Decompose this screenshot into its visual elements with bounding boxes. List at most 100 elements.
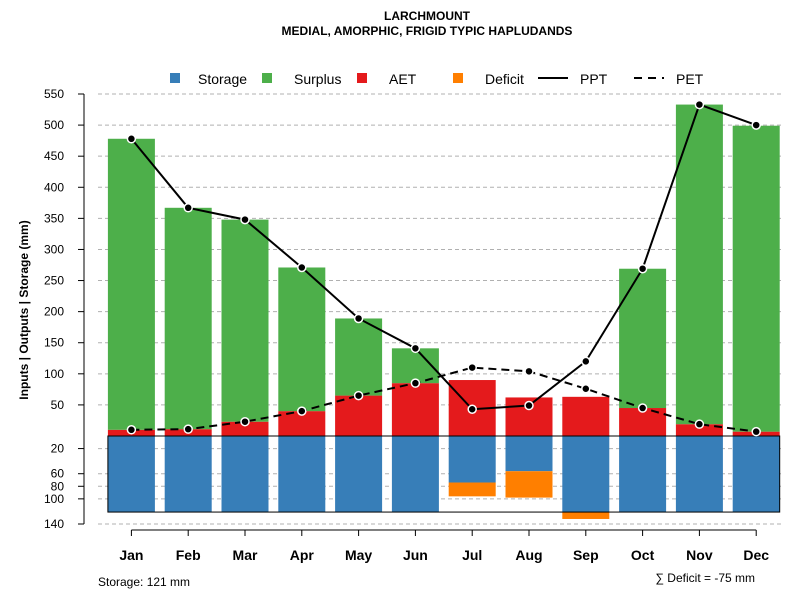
- y-tick-label: 150: [44, 336, 64, 350]
- surplus-bar: [221, 219, 269, 422]
- x-tick-label: Nov: [686, 547, 713, 563]
- pet-point: [240, 416, 250, 427]
- ppt-point: [183, 203, 193, 213]
- y-tick-label: 50: [51, 398, 65, 412]
- legend-swatch: [262, 73, 272, 83]
- surplus-bar: [732, 125, 780, 432]
- storage-bar: [107, 436, 155, 513]
- y-tick-label: 100: [44, 367, 64, 381]
- y-tick-label: 450: [44, 149, 64, 163]
- ppt-point: [467, 404, 477, 415]
- ppt-point: [637, 263, 648, 274]
- aet-bar: [221, 421, 269, 436]
- pet-line: [131, 366, 757, 433]
- y-tick-label: 500: [44, 118, 64, 132]
- axes: 5010015020025030035040045050055020608010…: [44, 87, 769, 563]
- storage-bar: [448, 436, 496, 483]
- y-axis-label: Inputs | Outputs | Storage (mm): [17, 220, 31, 399]
- legend-label: AET: [389, 71, 417, 87]
- legend-swatch: [357, 73, 367, 83]
- y-tick-label: 250: [44, 274, 64, 288]
- x-tick-label: Sep: [573, 547, 599, 563]
- pet-point: [410, 378, 421, 388]
- surplus-bar: [675, 104, 723, 425]
- pet-point: [581, 383, 591, 394]
- legend-label: Storage: [198, 71, 247, 87]
- aet-bar: [562, 396, 610, 436]
- x-tick-label: Apr: [290, 547, 315, 563]
- ppt-point: [524, 400, 534, 411]
- storage-bar: [278, 436, 326, 513]
- x-tick-label: May: [345, 547, 372, 563]
- y-tick-label: 200: [44, 305, 64, 319]
- deficit-bar: [505, 471, 553, 498]
- storage-bar: [732, 436, 780, 513]
- aet-bar: [335, 395, 383, 436]
- x-tick-label: Jul: [462, 547, 482, 563]
- storage-bar: [562, 436, 610, 513]
- y-tick-label: 80: [51, 479, 65, 493]
- legend: Storage Surplus AET Deficit PPT PET: [170, 71, 704, 87]
- y-tick-label: 140: [44, 517, 64, 531]
- y-tick-label: 60: [51, 467, 65, 481]
- chart-subtitle: MEDIAL, AMORPHIC, FRIGID TYPIC HAPLUDAND…: [282, 24, 573, 38]
- ppt-point: [694, 99, 705, 110]
- surplus-bar: [335, 318, 383, 396]
- x-tick-label: Oct: [631, 547, 655, 563]
- pet-point: [126, 425, 137, 435]
- legend-label: PPT: [580, 71, 608, 87]
- ppt-point: [126, 134, 137, 144]
- storage-bar: [619, 436, 667, 513]
- pet-point: [467, 362, 477, 373]
- storage-bar: [675, 436, 723, 513]
- x-tick-label: Mar: [233, 547, 258, 563]
- storage-bar: [391, 436, 439, 513]
- y-tick-label: 300: [44, 242, 64, 256]
- pet-point: [353, 390, 364, 401]
- storage-footnote: Storage: 121 mm: [98, 575, 190, 589]
- storage-bar: [505, 436, 553, 472]
- pet-point: [297, 406, 307, 416]
- y-tick-label: 20: [51, 442, 65, 456]
- y-tick-label: 350: [44, 211, 64, 225]
- pet-point: [694, 419, 705, 429]
- surplus-bar: [164, 207, 212, 430]
- ppt-point: [297, 262, 307, 273]
- storage-bar: [221, 436, 269, 513]
- surplus-bar: [278, 267, 326, 412]
- deficit-bar: [562, 512, 610, 519]
- storage-bar: [164, 436, 212, 513]
- pet-point: [751, 426, 761, 437]
- ppt-point: [353, 313, 364, 324]
- legend-label: PET: [676, 71, 704, 87]
- pet-point: [524, 366, 534, 377]
- chart-title: LARCHMOUNT: [384, 9, 471, 23]
- legend-swatch: [170, 73, 180, 83]
- storage-bar: [335, 436, 383, 513]
- gridlines: [98, 93, 782, 525]
- x-tick-label: Jun: [403, 547, 428, 563]
- ppt-point: [751, 120, 761, 130]
- aet-bar: [675, 424, 723, 436]
- legend-swatch: [453, 73, 463, 83]
- y-tick-label: 100: [44, 492, 64, 506]
- y-tick-label: 550: [44, 87, 64, 101]
- pet-point: [637, 403, 648, 413]
- ppt-line: [130, 103, 757, 411]
- deficit-footnote: ∑ Deficit = -75 mm: [655, 571, 755, 585]
- x-tick-label: Jan: [119, 547, 143, 563]
- deficit-bar: [448, 482, 496, 497]
- x-tick-label: Dec: [743, 547, 769, 563]
- ppt-point: [581, 356, 591, 367]
- ppt-point: [240, 214, 250, 225]
- legend-label: Deficit: [485, 71, 524, 87]
- aet-bar: [391, 383, 439, 436]
- y-tick-label: 400: [44, 180, 64, 194]
- ppt-point: [410, 343, 421, 354]
- x-tick-label: Feb: [176, 547, 201, 563]
- lines: [126, 99, 761, 437]
- surplus-bar: [107, 138, 155, 430]
- x-tick-label: Aug: [515, 547, 542, 563]
- bars: [107, 104, 781, 519]
